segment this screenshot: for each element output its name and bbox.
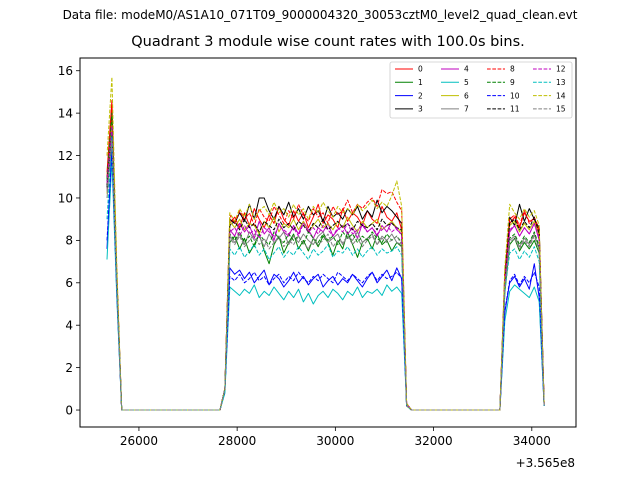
series-line-1 (106, 116, 545, 411)
series-line-0 (106, 99, 545, 411)
series-line-13 (106, 136, 545, 411)
series-layer (106, 76, 545, 411)
legend-label-10: 10 (510, 91, 520, 100)
legend-label-5: 5 (464, 78, 469, 87)
legend-label-4: 4 (464, 65, 469, 74)
legend-label-8: 8 (510, 65, 515, 74)
x-tick-label: 32000 (414, 434, 452, 448)
y-tick-label: 14 (58, 106, 73, 120)
x-tick-label: 26000 (120, 434, 158, 448)
y-tick-label: 10 (58, 191, 73, 205)
legend-label-15: 15 (556, 105, 566, 114)
chart-title: Quadrant 3 module wise count rates with … (131, 34, 525, 50)
series-line-14 (106, 76, 545, 411)
y-tick-label: 8 (65, 234, 73, 248)
legend-label-9: 9 (510, 78, 515, 87)
series-line-12 (106, 125, 545, 411)
y-tick-label: 16 (58, 64, 73, 78)
series-line-11 (106, 131, 545, 411)
series-line-2 (106, 144, 545, 411)
y-tick-label: 4 (65, 319, 73, 333)
legend-label-13: 13 (556, 78, 566, 87)
legend-label-3: 3 (418, 105, 423, 114)
series-line-9 (106, 112, 545, 411)
series-line-3 (106, 129, 545, 411)
series-line-7 (106, 138, 545, 411)
series-line-5 (106, 159, 545, 411)
legend-label-14: 14 (556, 91, 566, 100)
series-line-6 (106, 123, 545, 411)
legend-box (389, 61, 573, 119)
series-line-15 (106, 140, 545, 411)
series-line-10 (106, 150, 545, 411)
legend-label-11: 11 (510, 105, 520, 114)
x-tick-label: 30000 (316, 434, 354, 448)
x-tick-label: 34000 (513, 434, 551, 448)
y-tick-label: 0 (65, 403, 73, 417)
x-offset-label: +3.565e8 (516, 456, 575, 470)
y-tick-label: 6 (65, 276, 73, 290)
x-tick-label: 28000 (218, 434, 256, 448)
axes-frame (79, 57, 577, 428)
figure-suptitle: Data file: modeM0/AS1A10_071T09_90000043… (62, 8, 578, 22)
series-line-8 (106, 108, 545, 411)
legend-label-1: 1 (418, 78, 423, 87)
series-line-4 (106, 133, 545, 411)
legend-label-6: 6 (464, 91, 469, 100)
legend-label-2: 2 (418, 91, 423, 100)
legend-label-7: 7 (464, 105, 469, 114)
y-tick-label: 12 (58, 149, 73, 163)
y-tick-label: 2 (65, 361, 73, 375)
legend-label-0: 0 (418, 65, 423, 74)
legend-label-12: 12 (556, 65, 566, 74)
